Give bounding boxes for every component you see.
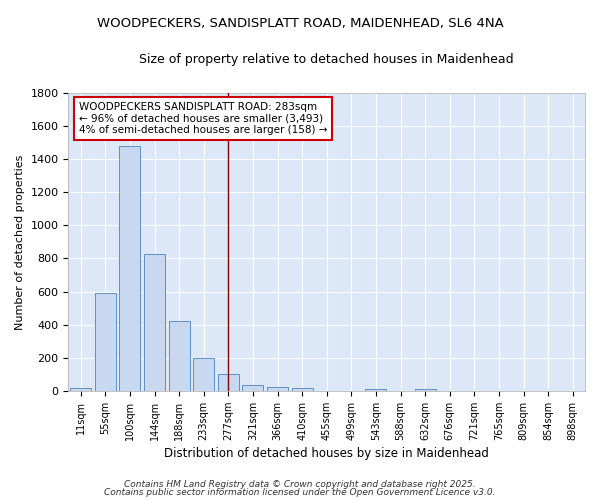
Bar	[292, 388, 313, 391]
Bar	[70, 388, 91, 391]
Bar	[242, 385, 263, 391]
X-axis label: Distribution of detached houses by size in Maidenhead: Distribution of detached houses by size …	[164, 447, 489, 460]
Bar	[193, 358, 214, 391]
Bar	[169, 322, 190, 391]
Bar	[365, 389, 386, 391]
Text: Contains HM Land Registry data © Crown copyright and database right 2025.: Contains HM Land Registry data © Crown c…	[124, 480, 476, 489]
Bar	[415, 389, 436, 391]
Text: WOODPECKERS SANDISPLATT ROAD: 283sqm
← 96% of detached houses are smaller (3,493: WOODPECKERS SANDISPLATT ROAD: 283sqm ← 9…	[79, 102, 327, 135]
Bar	[95, 293, 116, 391]
Y-axis label: Number of detached properties: Number of detached properties	[15, 154, 25, 330]
Bar	[218, 374, 239, 391]
Bar	[267, 386, 288, 391]
Text: Contains public sector information licensed under the Open Government Licence v3: Contains public sector information licen…	[104, 488, 496, 497]
Title: Size of property relative to detached houses in Maidenhead: Size of property relative to detached ho…	[139, 52, 514, 66]
Bar	[144, 254, 165, 391]
Bar	[119, 146, 140, 391]
Text: WOODPECKERS, SANDISPLATT ROAD, MAIDENHEAD, SL6 4NA: WOODPECKERS, SANDISPLATT ROAD, MAIDENHEA…	[97, 18, 503, 30]
